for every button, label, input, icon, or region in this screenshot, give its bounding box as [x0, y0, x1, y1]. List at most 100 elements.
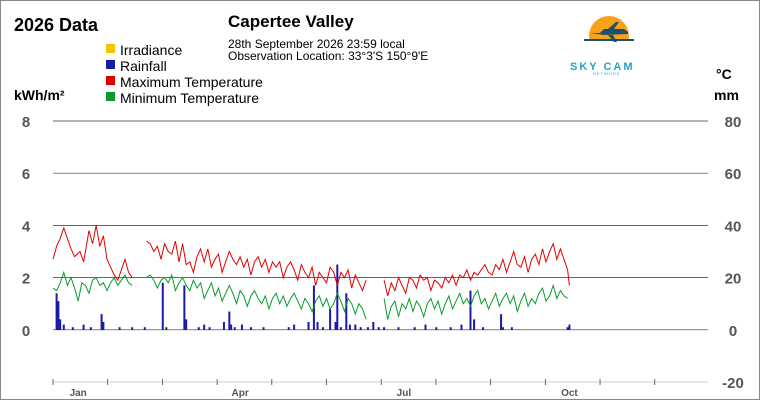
rainfall-bar: [230, 324, 233, 330]
rainfall-bar: [366, 327, 369, 330]
rainfall-bar: [287, 327, 290, 330]
rainfall-bar: [473, 319, 476, 330]
legend-swatch-irradiance: [106, 44, 115, 53]
rainfall-bar: [510, 327, 513, 330]
rainfall-bar: [329, 308, 332, 330]
rainfall-bar: [161, 282, 164, 330]
rainfall-bar: [377, 327, 380, 330]
right-tick-label: 80: [725, 114, 742, 131]
right-axis-ticks: -20 0 20 40 60 80: [722, 114, 744, 392]
rainfall-bar: [413, 327, 416, 330]
grid-lines: [53, 120, 708, 383]
left-tick-label: 4: [22, 218, 31, 235]
right-tick-label: 0: [729, 323, 737, 340]
rainfall-bar: [203, 324, 206, 330]
right-axis-unit-temp: °C: [716, 66, 732, 82]
rainfall-bar: [102, 321, 105, 330]
rainfall-bar: [383, 327, 386, 330]
rainfall-bar: [57, 301, 60, 330]
rainfall-bar: [449, 327, 452, 330]
rainfall-bar: [262, 327, 265, 330]
legend-label-rainfall: Rainfall: [120, 58, 167, 74]
rainfall-bar: [424, 324, 427, 330]
month-label-oct: Oct: [561, 388, 578, 399]
left-tick-label: 0: [22, 323, 30, 340]
rainfall-bar: [339, 327, 342, 330]
rainfall-bar: [55, 293, 58, 330]
rainfall-bar: [59, 319, 62, 330]
rainfall-bar: [233, 327, 236, 330]
rainfall-bar: [307, 321, 310, 330]
rainfall-bar: [482, 327, 485, 330]
rainfall-bar: [359, 327, 362, 330]
month-label-apr: Apr: [232, 388, 249, 399]
rainfall-bar: [460, 324, 463, 330]
rainfall-bar: [435, 327, 438, 330]
rainfall-bar: [501, 327, 504, 330]
rainfall-bar: [208, 327, 211, 330]
rainfall-bar: [345, 293, 348, 330]
rainfall-bar: [82, 324, 85, 330]
location-title: Capertee Valley: [228, 12, 354, 31]
rainfall-bar: [165, 327, 168, 330]
rainfall-bar: [62, 324, 65, 330]
left-tick-label: 8: [22, 114, 30, 131]
rainfall-bar: [71, 327, 74, 330]
rainfall-bar: [336, 264, 339, 330]
temperature-lines: [52, 225, 570, 320]
month-label-jul: Jul: [397, 388, 412, 399]
minimum-temperature-line: [52, 270, 568, 320]
observation-text: Observation Location: 33°3'S 150°9'E: [228, 49, 428, 63]
legend-label-min-temp: Minimum Temperature: [120, 90, 259, 106]
rainfall-bar: [321, 327, 324, 330]
right-tick-label: 20: [725, 271, 742, 288]
left-axis-ticks: 0 2 4 6 8: [22, 114, 31, 340]
rainfall-bar: [568, 324, 571, 330]
legend-label-irradiance: Irradiance: [120, 42, 182, 58]
rainfall-bar: [222, 321, 225, 330]
rainfall-bar: [185, 319, 188, 330]
rainfall-bar: [566, 327, 569, 330]
rainfall-bar: [500, 314, 503, 330]
logo-name: SKY CAM: [570, 61, 635, 73]
plane-icon: [590, 29, 628, 35]
right-tick-label: 40: [725, 218, 742, 235]
rainfall-bar: [348, 324, 351, 330]
rainfall-bar: [197, 327, 200, 330]
rainfall-bar: [118, 327, 121, 330]
month-label-jan: Jan: [70, 388, 87, 399]
right-axis-unit-rain: mm: [714, 87, 739, 103]
left-tick-label: 2: [22, 271, 30, 288]
rainfall-bar: [240, 324, 243, 330]
rainfall-bar: [397, 327, 400, 330]
left-tick-label: 6: [22, 166, 30, 183]
legend-swatch-rainfall: [106, 60, 115, 69]
rainfall-bar: [131, 327, 134, 330]
rainfall-bar: [183, 285, 186, 330]
rainfall-bar: [249, 327, 252, 330]
legend-swatch-max-temp: [106, 76, 115, 85]
right-tick-label: 60: [725, 166, 742, 183]
rainfall-bar: [100, 314, 103, 330]
rainfall-bar: [143, 327, 146, 330]
rainfall-bars: [55, 264, 571, 330]
rainfall-bar: [89, 327, 92, 330]
rainfall-bar: [316, 321, 319, 330]
rainfall-bar: [293, 324, 296, 330]
maximum-temperature-line: [52, 225, 570, 297]
x-axis-months: Jan Apr Jul Oct: [52, 379, 656, 399]
rainfall-bar: [334, 321, 337, 330]
right-tick-label: -20: [722, 375, 744, 392]
logo-tagline: NETWORK: [593, 71, 620, 76]
legend: Irradiance Rainfall Maximum Temperature …: [106, 42, 263, 106]
rainfall-bar: [354, 324, 357, 330]
rainfall-bar: [372, 321, 375, 330]
rainfall-bar: [469, 290, 472, 330]
rainfall-bar: [228, 311, 231, 330]
legend-swatch-min-temp: [106, 92, 115, 101]
skycam-logo: SKY CAM NETWORK: [570, 16, 635, 76]
left-axis-unit: kWh/m²: [14, 87, 65, 103]
datetime-text: 28th September 2026 23:59 local: [228, 37, 405, 51]
